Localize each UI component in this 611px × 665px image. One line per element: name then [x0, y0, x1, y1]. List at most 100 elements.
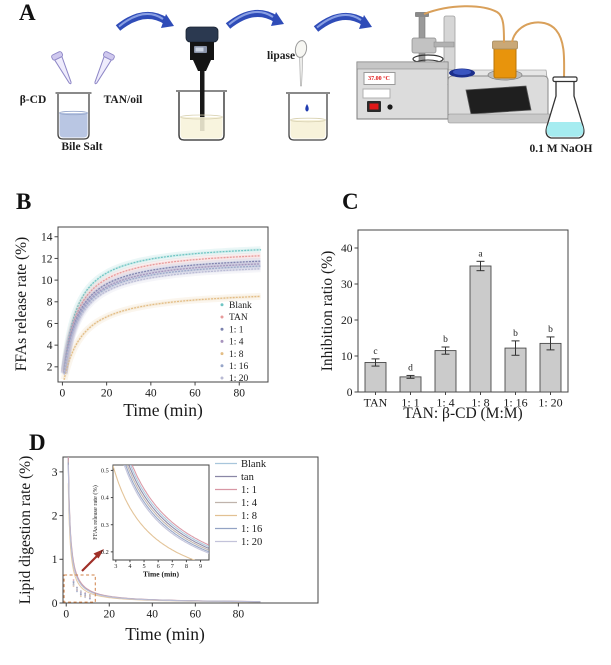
x-tick-label: 0 — [60, 387, 66, 399]
dropper-icon — [294, 40, 308, 87]
panel-d-label: D — [29, 430, 46, 455]
b-legend-label: 1: 4 — [229, 338, 244, 348]
significance-letter: d — [408, 363, 413, 373]
y-tick-label: 3 — [52, 467, 58, 479]
c-category-label: 1: 20 — [538, 396, 562, 410]
y-tick-label: 4 — [47, 340, 53, 352]
y-tick-label: 12 — [41, 253, 53, 265]
d-legend-label: 1: 20 — [241, 537, 262, 548]
d-legend-label: 1: 1 — [241, 485, 257, 496]
d-legend-label: tan — [241, 472, 255, 483]
d-inset-series-1: 1 — [131, 465, 209, 546]
zoom-arrow — [81, 554, 99, 572]
b-legend-label: 1: 20 — [229, 374, 249, 384]
water-bath-icon — [356, 61, 449, 120]
d-inset-series-1: 8 — [113, 465, 196, 560]
x-tick-label: 9 — [199, 563, 202, 570]
b-series-1: 8 — [63, 295, 262, 381]
tan-oil-label: TAN/oil — [103, 94, 143, 106]
bile-salt-label: Bile Salt — [61, 141, 103, 153]
inset-y-axis-label: FFAs release rate (%) — [92, 485, 99, 540]
inset-x-axis-label: Time (min) — [143, 570, 179, 579]
b-series-Blank — [63, 249, 262, 371]
b-legend-label: Blank — [229, 301, 252, 311]
y-tick-label: 2 — [52, 510, 58, 522]
microtube-beta-cd-icon — [51, 51, 72, 85]
significance-letter: c — [373, 347, 377, 357]
c-bar-1: 8 — [469, 265, 492, 393]
d-inset-series-Blank — [129, 465, 209, 548]
y-tick-label: 0 — [52, 598, 58, 610]
lipase-label: lipase — [266, 50, 296, 62]
panel-a-diagram — [51, 5, 585, 141]
y-tick-label: 0 — [347, 387, 353, 399]
titrant-bottle-icon — [492, 40, 518, 79]
d-legend-label: 1: 16 — [241, 524, 262, 535]
zoom-arrow-head — [93, 549, 104, 559]
x-tick-label: 60 — [190, 608, 202, 620]
temperature-readout: 37.00 °C — [368, 76, 390, 82]
y-tick-label: 0.5 — [101, 468, 109, 475]
x-tick-label: 80 — [233, 608, 245, 620]
significance-letter: b — [443, 335, 448, 345]
d-inset-series-1: 20 — [123, 465, 209, 554]
microtube-tan-oil-icon — [94, 51, 115, 85]
b-legend-label: TAN — [229, 313, 248, 323]
x-tick-label: 40 — [145, 387, 157, 399]
c-category-label: 1: 1 — [401, 396, 419, 410]
b-legend-marker — [220, 376, 224, 380]
b-series-1: 16 — [63, 265, 262, 375]
c-category-label: TAN — [364, 396, 388, 410]
x-tick-label: 20 — [104, 608, 116, 620]
x-tick-label: 60 — [189, 387, 201, 399]
significance-letter: b — [548, 325, 553, 335]
d-legend-label: 1: 8 — [241, 511, 257, 522]
panel-b-label: B — [16, 189, 32, 214]
c-bar-1: 20 — [539, 342, 562, 393]
b-series-TAN — [63, 255, 262, 373]
c-category-label: 1: 16 — [503, 396, 527, 410]
y-tick-label: 0.3 — [101, 522, 109, 529]
homogenizer-beaker-liquid — [178, 92, 225, 141]
x-tick-label: 4 — [128, 563, 132, 570]
y-tick-label: 0.2 — [101, 549, 109, 556]
y-tick-label: 14 — [41, 232, 53, 244]
plot-frame — [57, 226, 269, 383]
y-tick-label: 6 — [47, 318, 53, 330]
d-y-axis-label: Lipid digestion rate (%) — [17, 456, 34, 605]
c-category-label: 1: 8 — [471, 396, 489, 410]
homogenizer-icon — [185, 26, 219, 131]
lipase-beaker-icon — [286, 92, 330, 141]
b-legend-marker — [220, 364, 224, 368]
flow-arrow-icon — [118, 14, 174, 28]
y-tick-label: 20 — [341, 315, 353, 327]
droplet-icon — [305, 104, 309, 112]
power-button-icon — [369, 103, 379, 110]
flow-arrow-icon — [228, 12, 284, 26]
y-tick-label: 10 — [41, 275, 53, 287]
panel-c-label: C — [342, 189, 359, 214]
plot-frame — [357, 229, 569, 393]
naoh-label: 0.1 M NaOH — [529, 143, 593, 155]
panel-c-chart: 0 10 20 30 40 c TAN d 1: 1 b 1: 4 a 1: 8 b 1: 16 b 1: 20… — [319, 229, 569, 422]
c-category-label: 1: 4 — [436, 396, 454, 410]
significance-letter: b — [513, 329, 518, 339]
d-inset-series-tan — [128, 465, 209, 550]
panel-a-label: A — [19, 0, 36, 25]
x-tick-label: 3 — [114, 563, 117, 570]
y-tick-label: 0.4 — [101, 495, 110, 502]
c-bar-1: 4 — [434, 350, 457, 393]
d-legend-label: Blank — [241, 459, 267, 470]
d-series-1: 20 — [67, 464, 261, 603]
c-x-axis-label: TAN: β-CD (M:M) — [403, 405, 522, 422]
bile-salt-beaker-icon — [55, 92, 92, 140]
c-bar-1: 1 — [399, 376, 422, 393]
b-legend-marker — [220, 352, 224, 356]
y-tick-label: 1 — [52, 554, 58, 566]
b-series-1: 4 — [63, 263, 262, 374]
y-tick-label: 8 — [47, 297, 53, 309]
x-tick-label: 7 — [171, 563, 174, 570]
